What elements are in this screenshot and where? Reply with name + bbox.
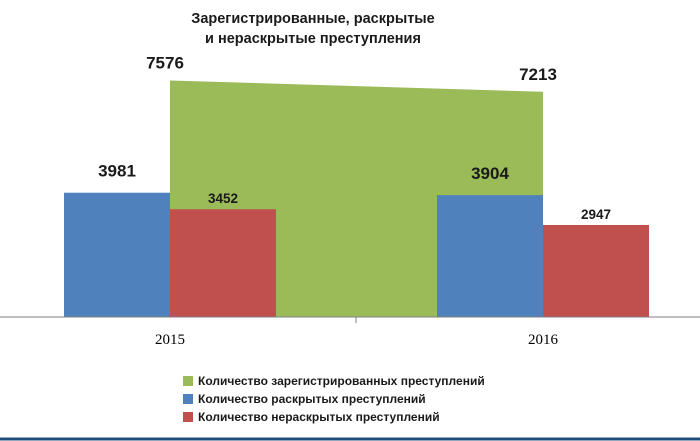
bar-unsolved-2016 [543,224,649,317]
data-labels: 3981 3452 3904 2947 7576 7213 [98,53,611,222]
bar-solved-2016 [437,195,543,317]
category-label-2016: 2016 [528,332,559,348]
chart-title-line-2: и нераскрытые преступления [205,31,421,47]
bar-unsolved-2015 [170,209,276,317]
chart-title: Зарегистрированные, раскрытые и нераскры… [191,11,435,47]
legend-swatch-2 [183,412,193,422]
plot-area [64,80,649,317]
legend-swatch-1 [183,394,193,404]
legend-label-2: Количество нераскрытых преступлений [198,410,440,424]
label-unsolved-2015: 3452 [208,191,238,206]
category-labels: 2015 2016 [155,332,559,348]
bar-solved-2015 [64,192,170,317]
category-label-2015: 2015 [155,332,185,348]
legend: Количество зарегистрированных преступлен… [183,374,485,424]
x-axis [0,316,700,323]
label-unsolved-2016: 2947 [581,207,611,222]
label-registered-2015: 7576 [146,53,184,72]
label-registered-2016: 7213 [519,65,557,84]
label-solved-2016: 3904 [471,164,509,183]
label-solved-2015: 3981 [98,162,136,181]
legend-swatch-0 [183,376,193,386]
legend-label-0: Количество зарегистрированных преступлен… [198,374,485,388]
legend-label-1: Количество раскрытых преступлений [198,392,426,406]
chart-title-line-1: Зарегистрированные, раскрытые [191,11,435,27]
